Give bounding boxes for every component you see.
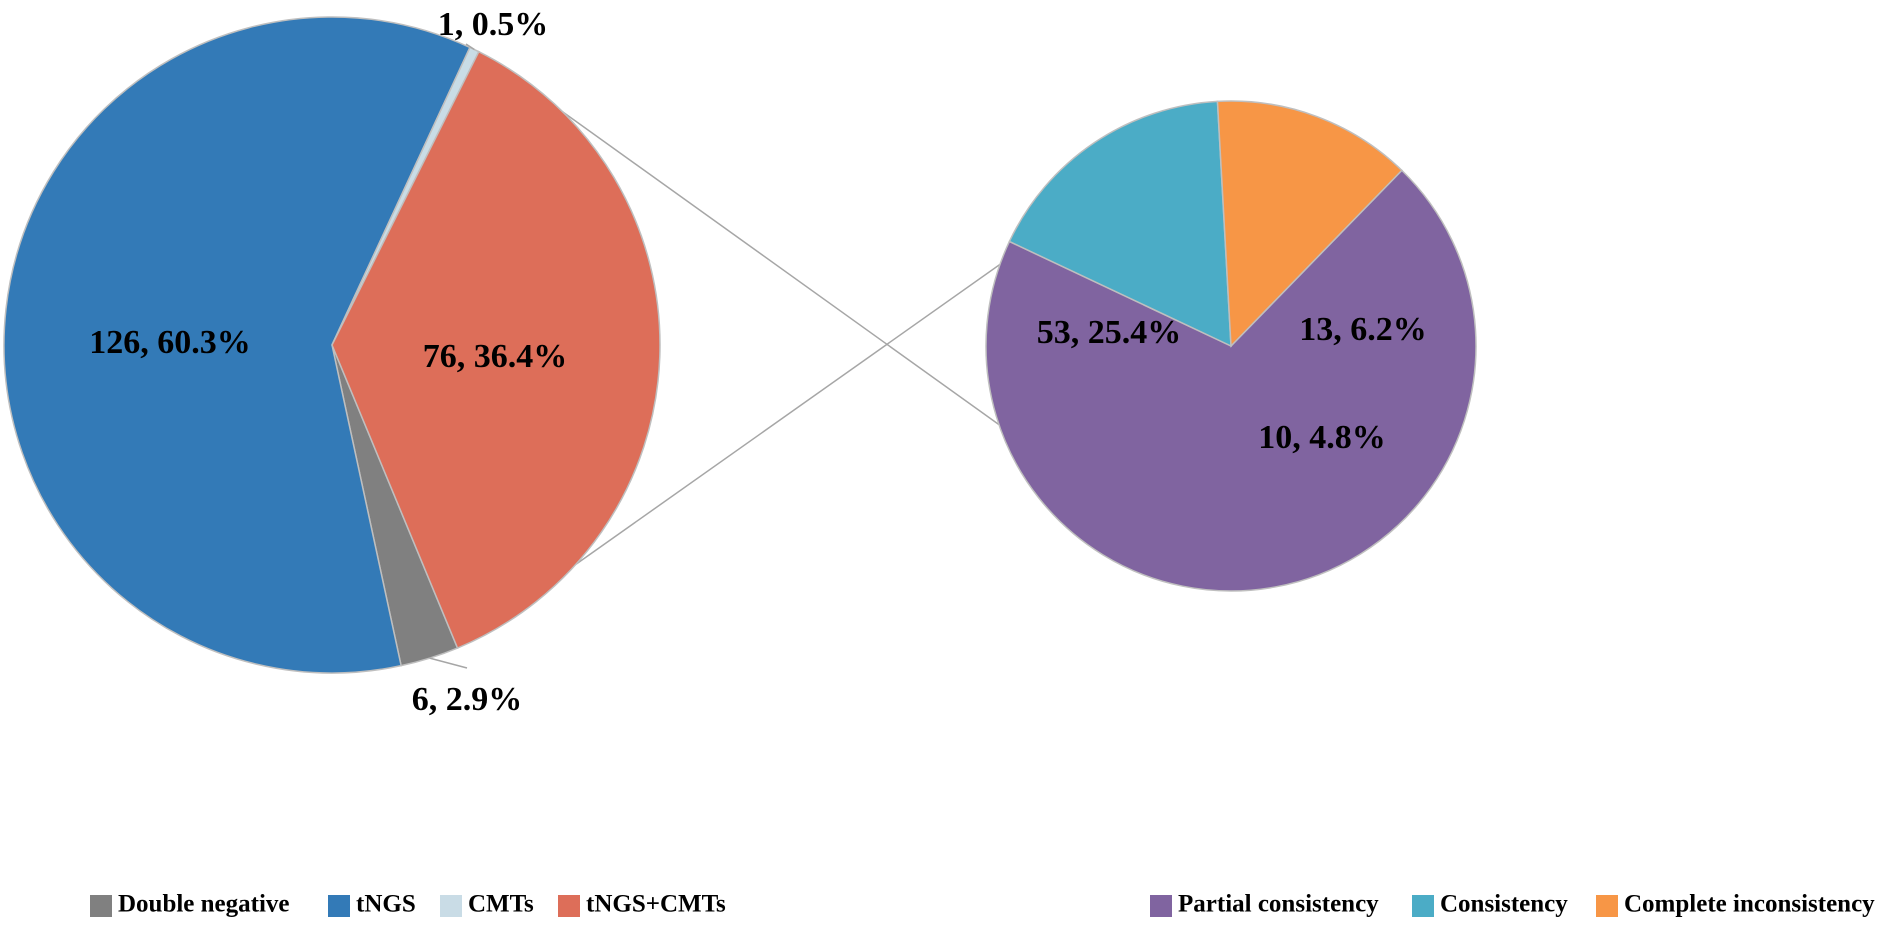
legend-label-tngs-cmts: tNGS+CMTs xyxy=(586,891,726,918)
legend-swatch-consistency xyxy=(1412,895,1434,917)
slice-tngs xyxy=(3,16,471,674)
data-label-partial-consistency: 53, 25.4% xyxy=(1037,314,1182,351)
legend-swatch-cmts xyxy=(440,895,462,917)
data-label-double-negative: 6, 2.9% xyxy=(412,681,523,718)
data-label-cmts: 1, 0.5% xyxy=(438,6,549,43)
legend-item-double-negative: Double negative xyxy=(90,891,290,918)
legend-item-consistency: Consistency xyxy=(1412,891,1568,918)
legend-label-consistency: Consistency xyxy=(1440,891,1568,918)
slice-partial-consistency xyxy=(985,169,1477,592)
main-pie-legend: Double negative tNGS CMTs tNGS+CMTs xyxy=(90,891,726,918)
data-label-consistency: 13, 6.2% xyxy=(1299,311,1427,348)
legend-item-tngs: tNGS xyxy=(328,891,416,918)
legend-swatch-tngs-cmts xyxy=(558,895,580,917)
data-label-tngs-cmts: 76, 36.4% xyxy=(423,338,568,375)
main-pie xyxy=(3,16,661,674)
slice-consistency xyxy=(1008,100,1232,348)
breakdown-pie-legend: Partial consistency Consistency Complete i… xyxy=(1150,891,1875,918)
legend-label-cmts: CMTs xyxy=(468,891,534,918)
leader-line-cmts xyxy=(465,43,475,51)
legend-swatch-partial-consistency xyxy=(1150,895,1172,917)
legend-item-tngs-cmts: tNGS+CMTs xyxy=(558,891,726,918)
leader-line-double-negative xyxy=(429,657,468,669)
legend-swatch-complete-inconsistency xyxy=(1596,895,1618,917)
slice-complete-inconsistency xyxy=(1216,100,1403,348)
breakdown-pie xyxy=(985,100,1477,592)
legend-label-partial-consistency: Partial consistency xyxy=(1178,891,1379,918)
legend-item-complete-inconsistency: Complete inconsistency xyxy=(1596,891,1875,918)
slice-labels: 6, 2.9% 126, 60.3% 1, 0.5% 76, 36.4% 53, 25.… xyxy=(89,6,1427,718)
legend-label-double-negative: Double negative xyxy=(118,891,290,918)
legend-swatch-double-negative xyxy=(90,895,112,917)
legend-swatch-tngs xyxy=(328,895,350,917)
slice-tngs-cmts xyxy=(331,50,661,650)
data-label-tngs: 126, 60.3% xyxy=(89,324,251,361)
legend-label-tngs: tNGS xyxy=(356,891,416,918)
data-label-complete-inconsistency: 10, 4.8% xyxy=(1258,419,1386,456)
legend-item-partial-consistency: Partial consistency xyxy=(1150,891,1379,918)
legend-item-cmts: CMTs xyxy=(440,891,534,918)
legend-label-complete-inconsistency: Complete inconsistency xyxy=(1624,891,1875,918)
